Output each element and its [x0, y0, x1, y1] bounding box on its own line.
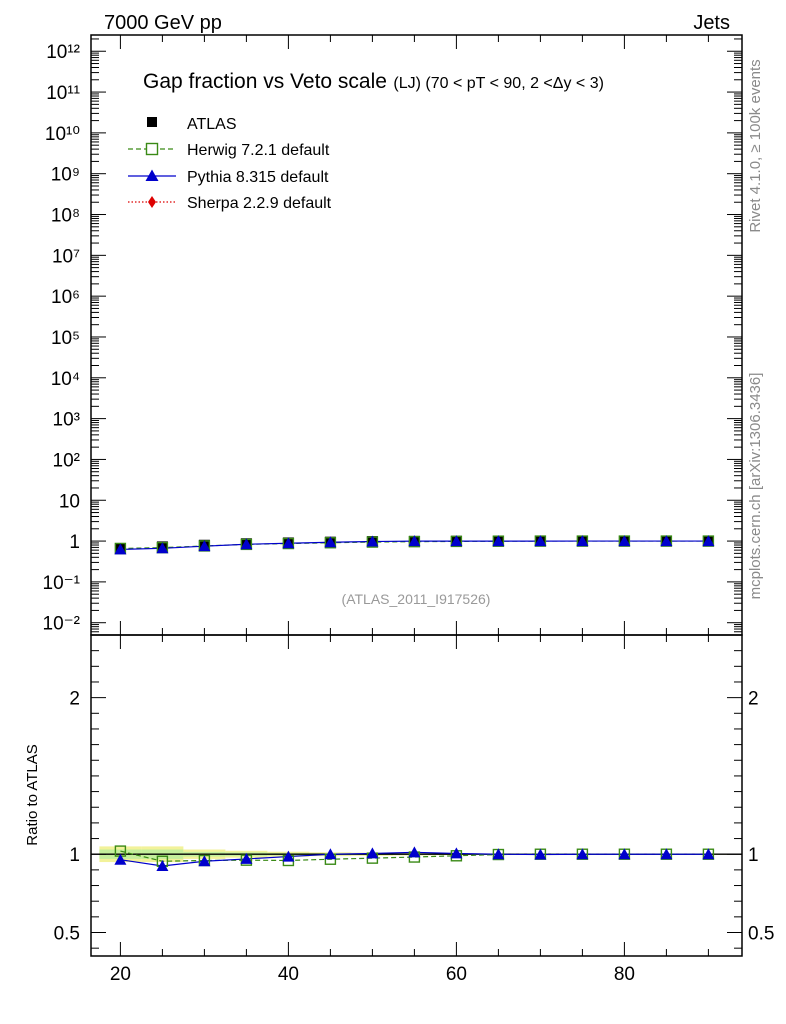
ratio-y-tick-label-right: 1: [748, 845, 759, 866]
pythia-point: [492, 535, 505, 547]
legend-label-atlas: ATLAS: [187, 116, 237, 133]
ratio-pythia-point: [534, 848, 547, 860]
pythia-point: [450, 535, 463, 547]
main-y-tick-label: 10¹⁰: [45, 124, 80, 145]
analysis-reference-label: (ATLAS_2011_I917526): [342, 591, 491, 607]
ratio-y-axis-label: Ratio to ATLAS: [24, 744, 41, 845]
main-y-tick-label: 10⁻²: [43, 614, 81, 635]
ratio-pythia-point: [282, 850, 295, 862]
pythia-point: [576, 535, 589, 547]
ratio-y-tick-label-left: 0.5: [54, 924, 80, 945]
ratio-panel: 0.5 0.5 1 1 2 2 20 40 60 80 Ratio to ATLAS: [24, 634, 775, 985]
pythia-point: [408, 535, 421, 547]
main-y-tick-label: 10²: [53, 450, 80, 471]
ratio-pythia-point: [366, 847, 379, 859]
legend-label-sherpa: Sherpa 2.2.9 default: [187, 195, 332, 212]
ratio-x-tick-labels: 20 40 60 80: [110, 964, 635, 985]
ratio-pythia-point: [450, 847, 463, 859]
ratio-frame: [90, 634, 743, 957]
legend-label-pythia: Pythia 8.315 default: [187, 169, 329, 186]
pythia-point: [366, 535, 379, 547]
main-y-tick-label: 1: [69, 532, 80, 553]
ratio-pythia-point: [576, 848, 589, 860]
ratio-x-tick-label: 20: [110, 964, 131, 985]
pythia-point: [618, 535, 631, 547]
main-data-layer: [114, 535, 715, 555]
ratio-pythia-point: [198, 855, 211, 867]
pythia-point: [156, 542, 169, 554]
main-x-ticks: [119, 35, 709, 635]
header-energy: 7000 GeV pp: [104, 12, 222, 34]
legend-marker-sherpa: [148, 196, 156, 208]
ratio-y-tick-label-right: 0.5: [748, 924, 774, 945]
ratio-y-tick-labels: 0.5 0.5 1 1 2 2: [54, 689, 775, 945]
pythia-point: [702, 535, 715, 547]
main-y-tick-label: 10³: [53, 410, 80, 431]
ratio-data-layer: [114, 845, 715, 871]
pythia-point: [534, 535, 547, 547]
ratio-pythia-point: [324, 848, 337, 860]
pythia-point: [240, 538, 253, 550]
ratio-y-tick-label-left: 1: [69, 845, 80, 866]
ratio-pythia-point: [492, 848, 505, 860]
main-y-tick-label: 10⁹: [51, 165, 80, 186]
main-y-tick-label: 10⁻¹: [43, 573, 81, 594]
ratio-x-ticks: [119, 635, 709, 956]
ratio-x-tick-label: 40: [278, 964, 299, 985]
main-title-main: Gap fraction vs Veto scale: [143, 70, 387, 93]
ratio-pythia-point: [660, 848, 673, 860]
ratio-x-tick-label: 80: [614, 964, 635, 985]
ratio-y-ticks: [91, 634, 742, 949]
pythia-point: [114, 543, 127, 555]
pythia-point: [660, 535, 673, 547]
main-title: Gap fraction vs Veto scale (LJ) (70 < pT…: [143, 70, 604, 93]
ratio-pythia-point: [618, 848, 631, 860]
header-process: Jets: [693, 12, 730, 34]
ratio-pythia-point: [408, 846, 421, 858]
ratio-pythia-point: [702, 848, 715, 860]
mcplots-label: mcplots.cern.ch [arXiv:1306.3436]: [747, 373, 764, 600]
main-y-tick-label: 10⁸: [51, 206, 80, 227]
main-title-sub: (LJ) (70 < pT < 90, 2 <Δy < 3): [393, 75, 604, 92]
pythia-point: [282, 537, 295, 549]
main-panel: 10⁻² 10⁻¹ 1 10 10² 10³ 10⁴ 10⁵ 10⁶ 10⁷ 10⁸ 10⁹ 10¹⁰ 1…: [43, 34, 743, 636]
main-y-ticks: [91, 38, 742, 636]
ratio-pythia-point: [156, 859, 169, 871]
ratio-y-tick-label-left: 2: [69, 689, 80, 710]
main-y-tick-label: 10⁷: [52, 246, 80, 267]
legend-marker-herwig: [145, 142, 159, 156]
main-y-tick-label: 10⁵: [51, 328, 80, 349]
main-y-tick-label: 10¹¹: [46, 83, 80, 104]
legend-marker-atlas: [147, 117, 157, 127]
main-y-tick-labels: 10⁻² 10⁻¹ 1 10 10² 10³ 10⁴ 10⁵ 10⁶ 10⁷ 10⁸ 10⁹ 10¹⁰ 1…: [43, 42, 81, 634]
pythia-point: [198, 540, 211, 552]
rivet-label: Rivet 4.1.0, ≥ 100k events: [747, 59, 764, 232]
ratio-pythia-point: [114, 853, 127, 865]
main-y-tick-label: 10⁴: [51, 369, 80, 390]
main-y-tick-label: 10¹²: [46, 42, 80, 63]
ratio-y-tick-label-right: 2: [748, 689, 759, 710]
legend-marker-pythia: [145, 169, 159, 181]
main-y-tick-label: 10⁶: [51, 287, 80, 308]
main-y-tick-label: 10: [59, 491, 80, 512]
legend: ATLAS Herwig 7.2.1 default Pythia 8.315 …: [128, 116, 332, 212]
pythia-point: [324, 536, 337, 548]
legend-label-herwig: Herwig 7.2.1 default: [187, 142, 330, 159]
ratio-x-tick-label: 60: [446, 964, 467, 985]
ratio-pythia-point: [240, 852, 253, 864]
